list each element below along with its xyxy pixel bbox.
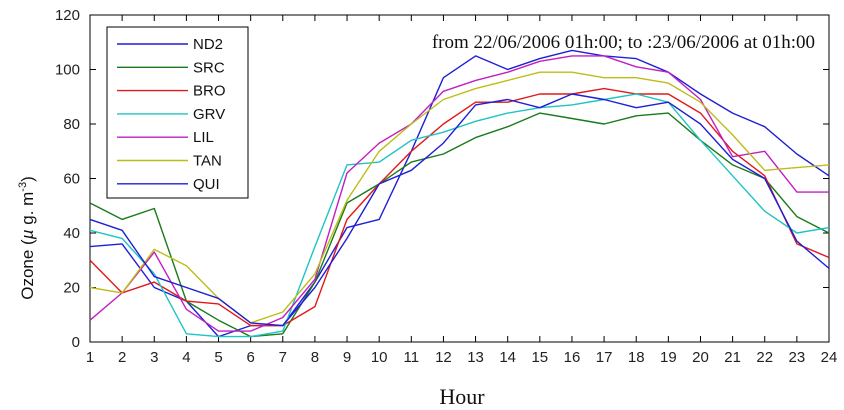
legend-label-grv: GRV: [193, 106, 225, 123]
x-tick-label: 9: [343, 349, 351, 366]
legend-label-src: SRC: [193, 59, 225, 76]
x-tick-label: 14: [499, 349, 516, 366]
series-line-src: [89, 112, 830, 338]
y-tick-label: 120: [55, 7, 80, 24]
series-line-nd2: [89, 49, 830, 338]
x-tick-label: 8: [311, 349, 319, 366]
legend-label-bro: BRO: [193, 83, 226, 100]
x-tick-label: 7: [279, 349, 287, 366]
x-tick-label: 20: [692, 349, 709, 366]
legend: ND2 SRC BRO GRV LIL TAN QUI: [106, 26, 249, 199]
x-tick-label: 19: [660, 349, 677, 366]
y-tick-label: 0: [72, 334, 80, 351]
legend-label-nd2: ND2: [193, 36, 223, 53]
legend-label-lil: LIL: [193, 129, 214, 146]
x-tick-label: 18: [628, 349, 645, 366]
series-line-qui: [89, 93, 830, 327]
series-layer: [89, 49, 830, 338]
y-axis-title: Ozone (µ g. m-3): [17, 176, 37, 300]
x-tick-label: 6: [246, 349, 254, 366]
series-line-bro: [89, 87, 830, 327]
series-line-lil: [89, 55, 829, 332]
x-tick-label: 11: [404, 349, 420, 366]
y-axis-title-greek: µ: [18, 229, 37, 240]
x-tick-label: 12: [435, 349, 452, 366]
y-axis-title-before: Ozone (: [18, 239, 37, 300]
x-tick-label: 15: [531, 349, 548, 366]
x-tick-label: 10: [371, 349, 388, 366]
x-axis-title: Hour: [439, 384, 485, 409]
x-tick-label: 24: [821, 349, 838, 366]
x-tick-label: 13: [467, 349, 484, 366]
x-tick-label: 21: [724, 349, 741, 366]
x-tick-label: 23: [789, 349, 806, 366]
x-tick-label: 2: [118, 349, 126, 366]
series-line-tan: [89, 71, 830, 324]
y-axis-title-sup: -3: [17, 182, 29, 192]
y-axis-title-middle: g. m: [18, 192, 37, 230]
x-tick-label: 4: [182, 349, 190, 366]
y-tick-label: 40: [63, 225, 80, 242]
x-tick-label: 22: [756, 349, 773, 366]
tick-layer: 1 2 3 4 5 6 7 8 9 10 11 12 13 14 15 16 17 18 19 20 21 22 23 240…: [55, 7, 837, 366]
x-tick-label: 16: [564, 349, 581, 366]
y-tick-label: 20: [63, 280, 80, 297]
legend-box: [106, 26, 249, 199]
legend-label-qui: QUI: [193, 176, 220, 193]
y-axis-title-after: ): [18, 176, 37, 182]
x-tick-label: 3: [150, 349, 158, 366]
x-tick-label: 5: [214, 349, 222, 366]
y-tick-label: 100: [55, 62, 80, 79]
x-tick-label: 1: [86, 349, 94, 366]
x-tick-label: 17: [596, 349, 613, 366]
chart-annotation: from 22/06/2006 01h:00; to :23/06/2006 a…: [432, 32, 815, 53]
series-line-grv: [89, 93, 830, 338]
y-tick-label: 80: [63, 116, 80, 133]
y-tick-label: 60: [63, 171, 80, 188]
legend-label-tan: TAN: [193, 153, 222, 170]
